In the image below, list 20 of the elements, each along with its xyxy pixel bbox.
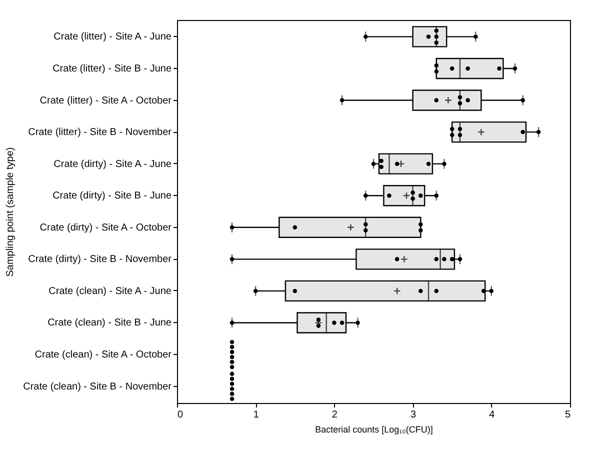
x-tick-label: 4 bbox=[489, 410, 496, 420]
y-tick-label: Crate (dirty) - Site A - October bbox=[40, 222, 172, 234]
y-tick-label: Crate (dirty) - Site A - June bbox=[54, 158, 172, 170]
x-tick-label: 0 bbox=[178, 410, 184, 420]
y-tick-label: Crate (litter) - Site B - June bbox=[52, 63, 172, 74]
y-tick-label: Crate (litter) - Site A - June bbox=[54, 32, 172, 43]
x-tick-label: 2 bbox=[332, 410, 338, 420]
y-tick-label: Crate (litter) - Site A - October bbox=[40, 95, 172, 106]
x-axis-title: Bacterial counts [Log₁₀(CFU)] bbox=[315, 424, 433, 434]
y-tick-label: Crate (dirty) - Site B - November bbox=[28, 254, 172, 266]
x-tick-label: 1 bbox=[253, 410, 260, 420]
x-tick-label: 3 bbox=[410, 410, 417, 420]
y-tick-label: Crate (dirty) - Site B - June bbox=[52, 190, 172, 202]
y-tick-label: Crate (clean) - Site B - November bbox=[23, 381, 172, 392]
y-tick-label: Crate (clean) - Site A - June bbox=[48, 286, 172, 297]
y-tick-label: Crate (clean) - Site A - October bbox=[34, 350, 172, 361]
y-axis-title: Sampling point (sample type) bbox=[5, 147, 16, 277]
x-tick-label: 5 bbox=[564, 410, 571, 420]
y-tick-label: Crate (litter) - Site B - November bbox=[28, 127, 172, 138]
y-tick-label: Crate (clean) - Site B - June bbox=[48, 318, 172, 329]
